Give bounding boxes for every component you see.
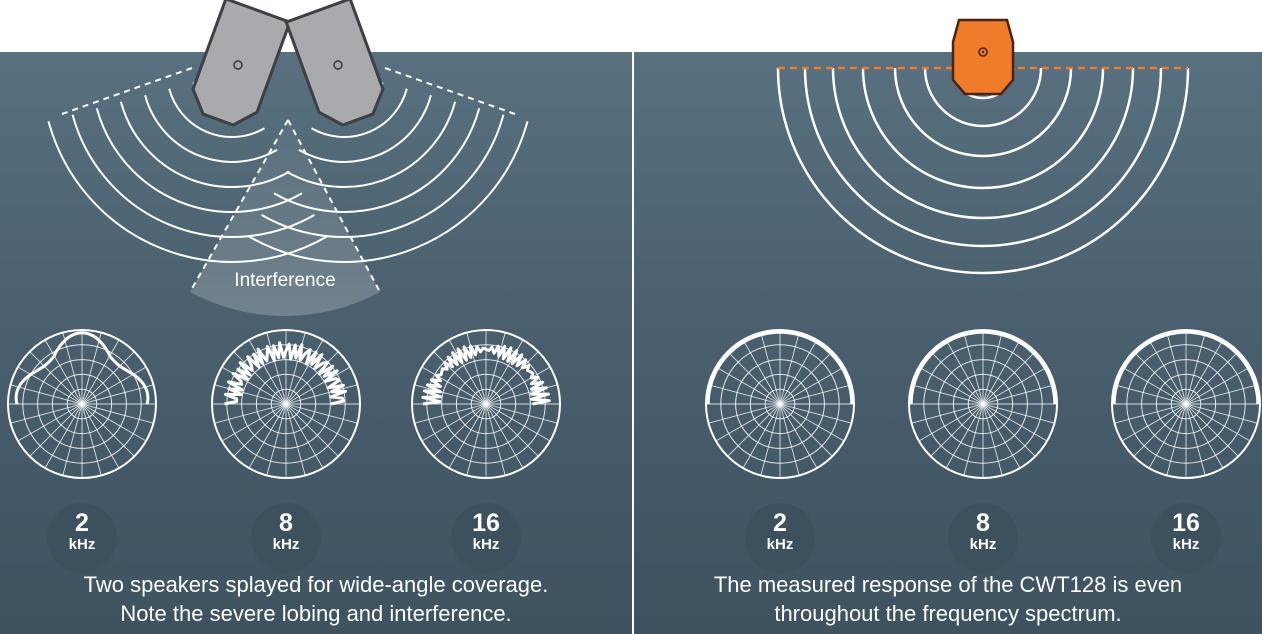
- wave-arc: [119, 101, 290, 189]
- cwt128-waves: [776, 67, 1190, 275]
- freq-badge-right-2: [745, 503, 815, 573]
- freq-label-left-16: 16 kHz: [446, 509, 526, 553]
- wave-arc: [71, 114, 315, 238]
- freq-unit: kHz: [766, 536, 794, 553]
- wave-arc: [273, 107, 481, 213]
- freq-unit: kHz: [472, 536, 500, 553]
- freq-label-left-8: 8 kHz: [246, 509, 326, 553]
- response-curve: [421, 344, 551, 406]
- freq-badge-right-8: [948, 503, 1018, 573]
- wave-arc: [311, 88, 408, 139]
- left-speaker-waves: [47, 82, 328, 263]
- right-caption: The measured response of the CWT128 is e…: [634, 570, 1262, 628]
- freq-value: 16: [472, 509, 500, 537]
- freq-value: 2: [75, 509, 89, 537]
- freq-unit: kHz: [969, 536, 997, 553]
- wave-arc: [168, 88, 265, 139]
- freq-value: 8: [279, 509, 293, 537]
- wave-arc: [248, 120, 529, 263]
- freq-badge-right-16: [1151, 503, 1221, 573]
- wave-arc: [923, 67, 1043, 128]
- wave-arc: [286, 101, 457, 189]
- left-caption-line-1: Two speakers splayed for wide-angle cove…: [83, 572, 549, 597]
- freq-unit: kHz: [1172, 536, 1200, 553]
- wave-arc: [298, 95, 432, 163]
- freq-label-right-2: 2 kHz: [740, 509, 820, 553]
- response-curve: [706, 330, 854, 405]
- wave-arc: [893, 67, 1073, 158]
- polar-plot-icon: [7, 329, 157, 479]
- wave-arc: [776, 67, 1190, 275]
- polar-plot-icon: [211, 329, 361, 479]
- wave-arc: [261, 114, 505, 238]
- right-caption-line-1: The measured response of the CWT128 is e…: [713, 572, 1183, 597]
- freq-badge-left-8: [251, 503, 321, 573]
- polar-plot-icon: [908, 329, 1058, 479]
- polar-plot-icon: [1111, 329, 1261, 479]
- freq-badge-left-2: [47, 503, 117, 573]
- interference-label: Interference: [234, 270, 336, 291]
- freq-value: 2: [773, 509, 787, 537]
- freq-unit: kHz: [68, 536, 96, 553]
- freq-label-right-8: 8 kHz: [943, 509, 1023, 553]
- left-caption: Two speakers splayed for wide-angle cove…: [0, 570, 632, 628]
- left-coverage-lines: [61, 67, 516, 115]
- wave-arc: [803, 67, 1163, 248]
- gray-speaker-icon: [191, 0, 385, 127]
- response-curve: [1112, 330, 1260, 405]
- right-speaker-waves: [248, 82, 529, 263]
- orange-speaker-icon: [951, 18, 1015, 96]
- freq-value: 16: [1172, 509, 1200, 537]
- wave-arc: [47, 120, 328, 263]
- freq-label-right-16: 16 kHz: [1146, 509, 1226, 553]
- polar-plot-icon: [705, 329, 855, 479]
- right-caption-line-2: throughout the frequency spectrum.: [774, 601, 1122, 626]
- freq-value: 8: [976, 509, 990, 537]
- response-curve: [223, 341, 347, 406]
- wave-arc: [144, 95, 278, 163]
- response-curve: [909, 330, 1057, 405]
- wave-arc: [95, 107, 303, 213]
- polar-plot-icon: [411, 329, 561, 479]
- freq-label-left-2: 2 kHz: [42, 509, 122, 553]
- freq-badge-left-16: [451, 503, 521, 573]
- interference-wedge: [189, 119, 381, 317]
- wave-arc: [831, 67, 1135, 220]
- left-caption-line-2: Note the severe lobing and interference.: [120, 601, 512, 626]
- freq-unit: kHz: [272, 536, 300, 553]
- response-curve: [14, 331, 150, 405]
- wave-arc: [861, 67, 1105, 190]
